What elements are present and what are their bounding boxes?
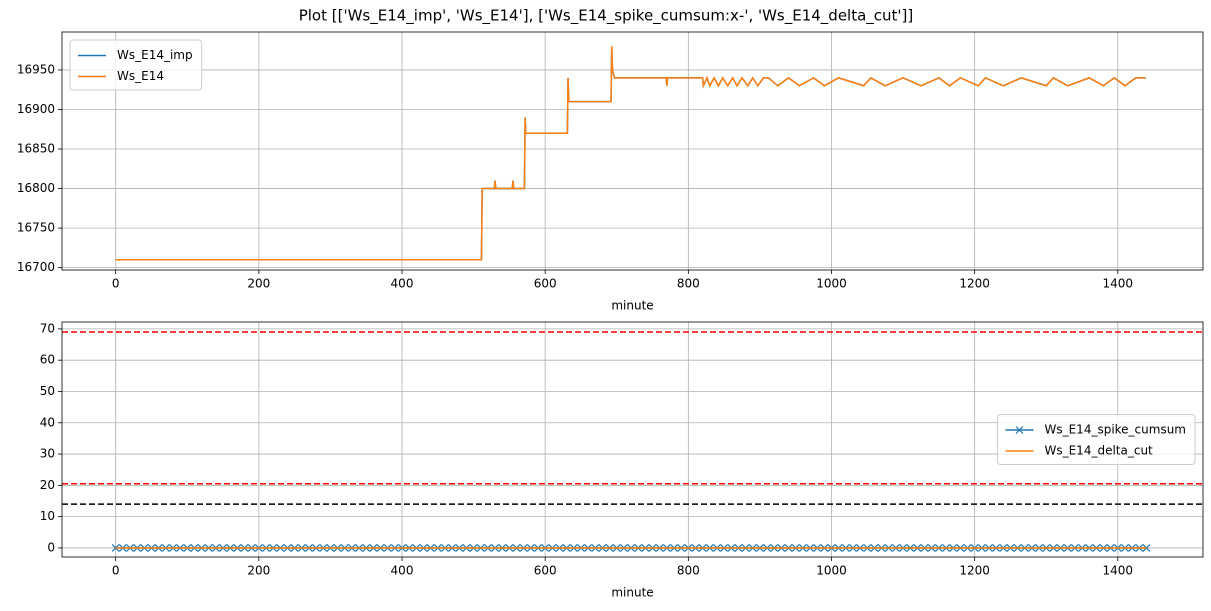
y-tick-label: 20 bbox=[40, 478, 55, 492]
marker bbox=[111, 544, 120, 552]
y-tick-label: 16850 bbox=[17, 142, 55, 156]
plot-area bbox=[62, 331, 1203, 552]
axes-frame bbox=[61, 31, 1204, 271]
legend-label: Ws_E14_imp bbox=[117, 48, 193, 62]
x-tick-label: 800 bbox=[677, 277, 700, 291]
legend: Ws_E14_imp Ws_E14 bbox=[69, 39, 203, 91]
x-tick-label: 400 bbox=[391, 564, 414, 578]
axes: 0 200 400 600 800 1000 1200 1400 0 10 20 30 40 50 60 70… bbox=[40, 321, 1204, 600]
y-tick-label: 0 bbox=[47, 540, 55, 554]
y-tick-label: 10 bbox=[40, 509, 55, 523]
x-tick-label: 200 bbox=[247, 564, 270, 578]
x-tick-label: 0 bbox=[112, 564, 120, 578]
legend-frame bbox=[69, 39, 203, 91]
x-tick-label: 1400 bbox=[1103, 277, 1134, 291]
x-axis-label: minute bbox=[611, 299, 653, 313]
y-tick-label: 60 bbox=[40, 353, 55, 367]
plot-area bbox=[115, 46, 1146, 261]
x-tick-label: 800 bbox=[677, 564, 700, 578]
x-tick-label: 400 bbox=[391, 277, 414, 291]
y-tick-label: 70 bbox=[40, 321, 55, 335]
legend: Ws_E14_spike_cumsum Ws_E14_delta_cut bbox=[996, 414, 1196, 465]
y-tick-label: 16900 bbox=[17, 102, 55, 116]
y-tick-label: 16700 bbox=[17, 260, 55, 274]
x-tick-label: 200 bbox=[247, 277, 270, 291]
x-tick-label: 1000 bbox=[816, 564, 847, 578]
x-tick-label: 1000 bbox=[816, 277, 847, 291]
y-tick-label: 16800 bbox=[17, 181, 55, 195]
y-tick-label: 50 bbox=[40, 384, 55, 398]
x-axis-label: minute bbox=[611, 586, 653, 600]
legend-marker bbox=[1015, 426, 1024, 434]
series-line bbox=[115, 46, 1146, 261]
x-tick-label: 0 bbox=[112, 277, 120, 291]
x-tick-label: 1200 bbox=[959, 564, 990, 578]
y-tick-label: 16950 bbox=[17, 62, 55, 76]
y-tick-label: 16750 bbox=[17, 221, 55, 235]
legend-frame bbox=[996, 414, 1196, 465]
x-tick-label: 1400 bbox=[1103, 564, 1134, 578]
figure-title: Plot [['Ws_E14_imp', 'Ws_E14'], ['Ws_E14… bbox=[299, 7, 914, 26]
legend-label: Ws_E14_delta_cut bbox=[1044, 444, 1153, 458]
x-tick-label: 600 bbox=[534, 277, 557, 291]
legend-label: Ws_E14_spike_cumsum bbox=[1044, 423, 1186, 437]
axes: 0 200 400 600 800 1000 1200 1400 16700 16750 16800… bbox=[17, 31, 1204, 313]
x-tick-label: 600 bbox=[534, 564, 557, 578]
x-tick-label: 1200 bbox=[959, 277, 990, 291]
y-tick-label: 40 bbox=[40, 415, 55, 429]
y-tick-label: 30 bbox=[40, 447, 55, 461]
legend-label: Ws_E14 bbox=[117, 69, 164, 83]
axes-frame bbox=[61, 321, 1204, 558]
